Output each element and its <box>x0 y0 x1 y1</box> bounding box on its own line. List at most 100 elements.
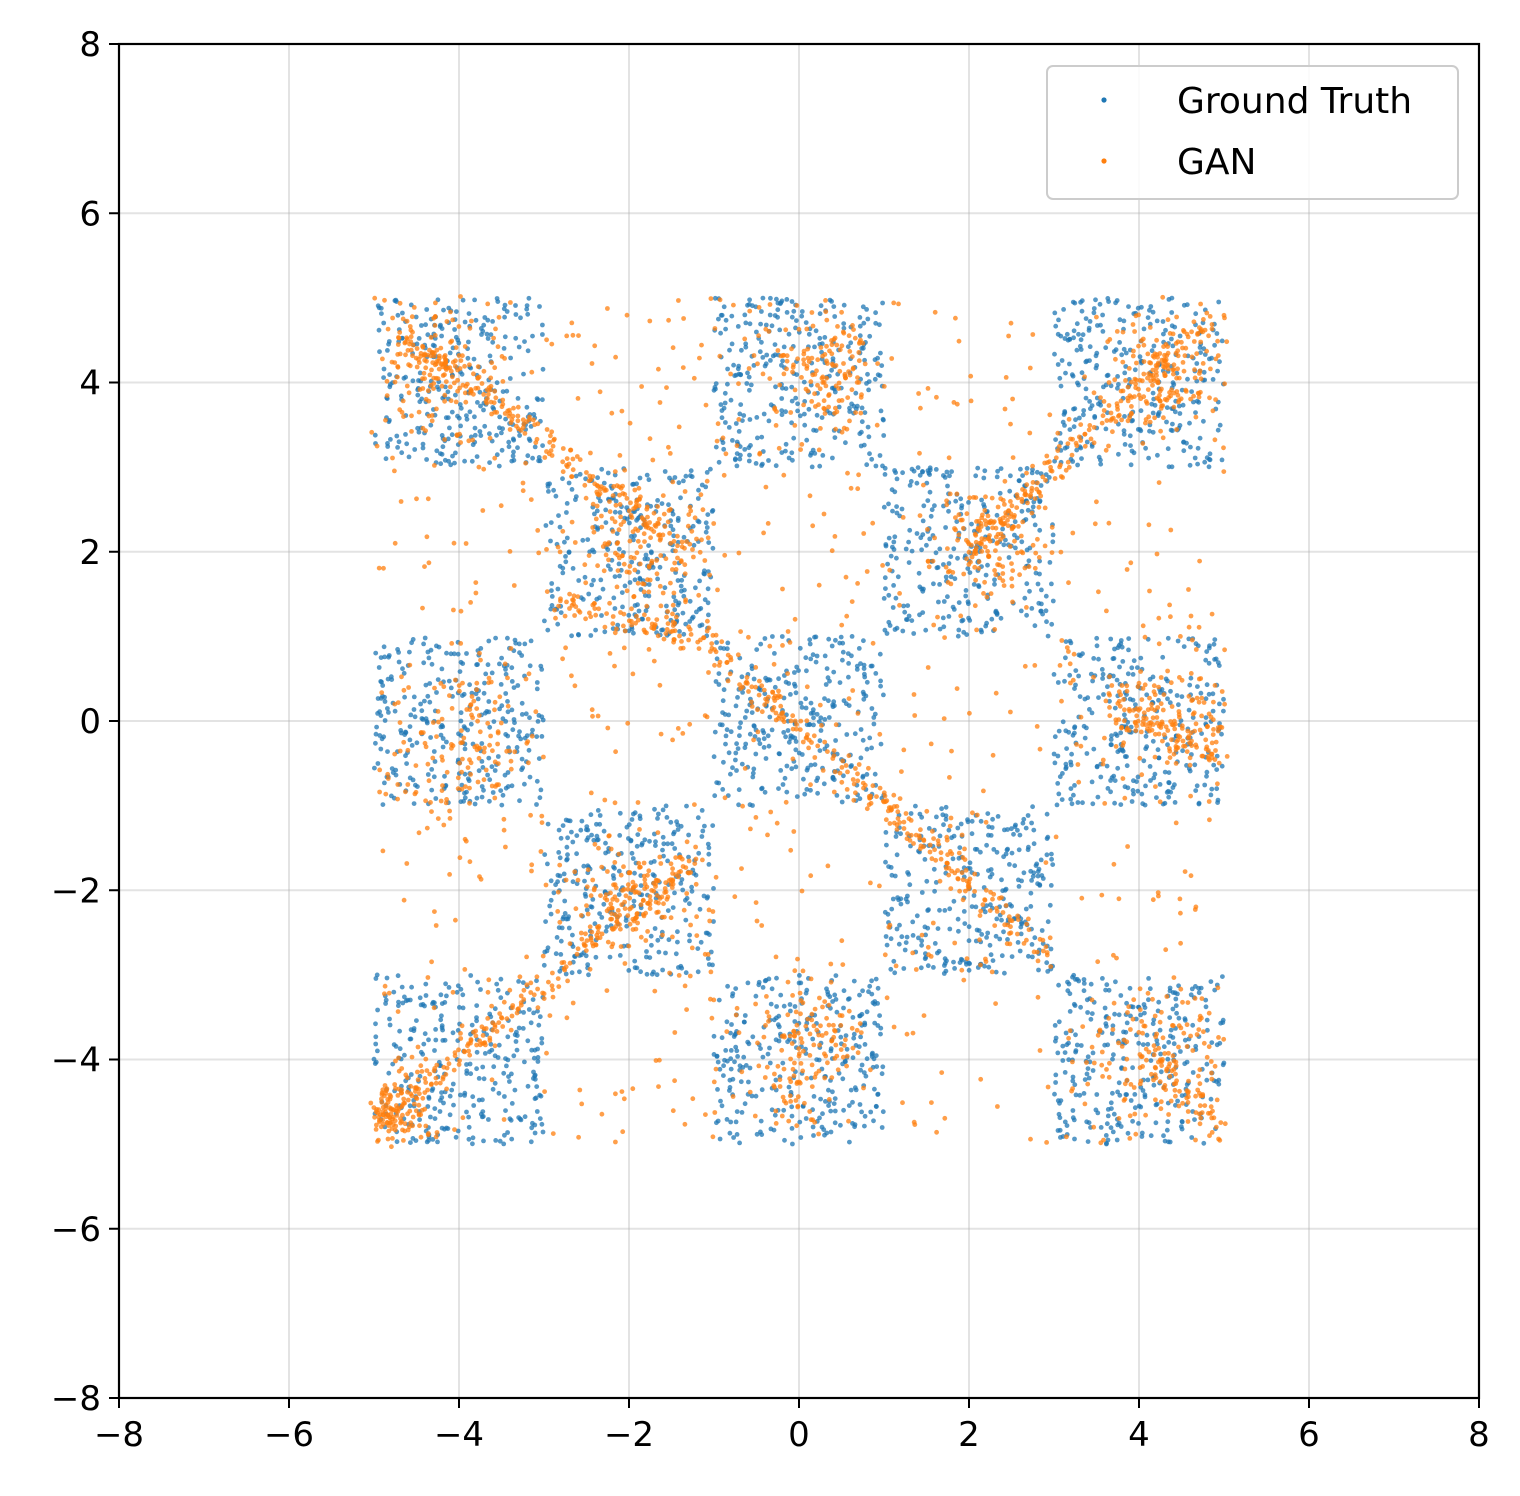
data-point <box>1170 331 1176 337</box>
data-point <box>859 1062 865 1068</box>
data-point <box>1047 560 1053 565</box>
data-point <box>499 802 505 808</box>
data-point <box>754 415 760 420</box>
data-point <box>1169 336 1174 342</box>
data-point <box>1072 1136 1077 1142</box>
data-point <box>421 370 427 376</box>
data-point <box>460 297 466 303</box>
data-point <box>718 402 724 407</box>
data-point <box>1122 370 1128 376</box>
data-point <box>599 915 605 920</box>
data-point <box>632 958 638 964</box>
data-point <box>1046 475 1052 480</box>
data-point <box>434 734 439 739</box>
data-point <box>1070 1108 1076 1113</box>
data-point <box>606 540 612 545</box>
data-point <box>447 350 453 356</box>
data-point <box>654 972 660 978</box>
data-point <box>997 575 1003 581</box>
data-point <box>849 387 855 393</box>
data-point <box>791 362 796 368</box>
data-point <box>1145 315 1151 320</box>
data-point <box>982 579 987 585</box>
data-point <box>482 680 487 686</box>
data-point <box>1211 727 1216 732</box>
data-point <box>969 904 975 909</box>
data-point <box>1100 329 1106 334</box>
data-point <box>1072 1003 1078 1008</box>
data-point <box>883 934 889 939</box>
data-point <box>656 811 661 817</box>
data-point <box>1113 979 1118 985</box>
data-point <box>522 641 528 647</box>
data-point <box>470 1141 475 1147</box>
data-point <box>710 545 716 551</box>
data-point <box>588 893 594 899</box>
data-point <box>905 870 910 875</box>
data-point <box>810 323 816 329</box>
data-point <box>1045 834 1051 840</box>
data-point <box>856 350 862 355</box>
data-point <box>512 1087 518 1093</box>
data-point <box>704 525 710 530</box>
data-point <box>914 913 920 919</box>
data-point <box>804 326 810 332</box>
data-point <box>505 635 510 641</box>
data-point <box>425 388 431 394</box>
data-point <box>562 911 568 916</box>
data-point <box>845 651 851 656</box>
data-point <box>858 727 864 732</box>
data-point <box>911 631 917 636</box>
data-point <box>927 536 933 542</box>
data-point <box>947 473 952 479</box>
data-point <box>871 721 877 727</box>
data-point <box>826 1087 831 1093</box>
data-point <box>1134 779 1139 784</box>
data-point <box>495 344 501 350</box>
data-point <box>843 1059 848 1065</box>
data-point <box>498 995 504 1001</box>
data-point <box>1144 1032 1150 1038</box>
data-point <box>917 612 922 618</box>
data-point <box>1152 415 1157 421</box>
data-point <box>683 970 689 976</box>
data-point <box>935 950 940 956</box>
data-point <box>597 821 603 827</box>
data-point <box>953 527 958 533</box>
data-point <box>509 1101 515 1106</box>
data-point <box>937 582 942 587</box>
data-point <box>780 358 785 364</box>
data-point <box>432 343 437 349</box>
data-point <box>395 312 401 318</box>
data-point <box>1072 1082 1078 1088</box>
data-point <box>851 327 856 332</box>
data-point <box>1020 550 1026 556</box>
data-point <box>687 901 692 907</box>
data-point <box>447 816 453 821</box>
data-point <box>702 558 708 563</box>
data-point <box>460 353 465 359</box>
data-point <box>642 877 648 883</box>
data-point <box>659 501 665 506</box>
data-point <box>1022 565 1028 571</box>
data-point <box>379 311 384 316</box>
data-point <box>439 383 445 389</box>
data-point <box>955 825 961 831</box>
data-point <box>1196 990 1202 996</box>
data-point <box>404 761 409 766</box>
data-point <box>458 294 463 299</box>
data-point <box>877 453 883 458</box>
data-point <box>373 740 378 746</box>
data-point <box>377 767 383 773</box>
data-point <box>839 343 845 349</box>
data-point <box>626 943 632 949</box>
data-point <box>969 554 975 560</box>
data-point <box>847 349 853 354</box>
data-point <box>489 670 495 676</box>
data-point <box>769 727 775 733</box>
data-point <box>969 831 975 837</box>
data-point <box>629 534 634 539</box>
data-point <box>703 529 709 535</box>
data-point <box>774 1004 779 1009</box>
data-point <box>467 325 473 331</box>
